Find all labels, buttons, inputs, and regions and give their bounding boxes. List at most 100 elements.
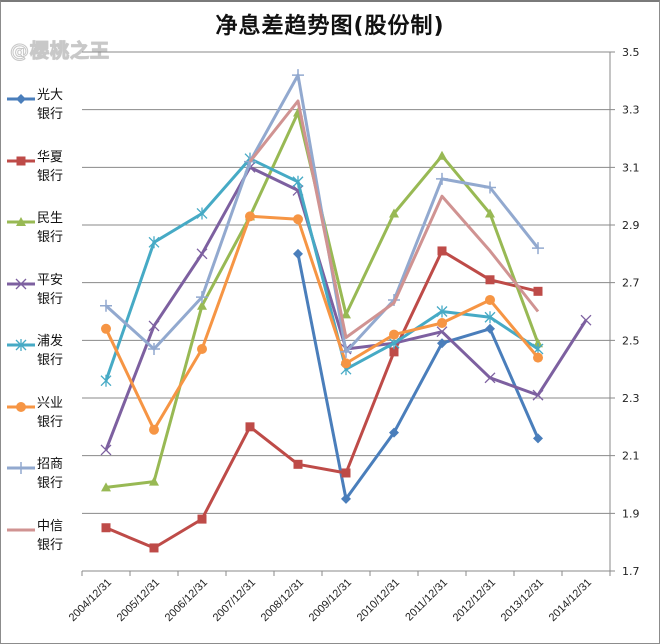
x-tick-label: 2012/12/31 bbox=[451, 577, 498, 624]
data-point-marker bbox=[437, 338, 447, 349]
legend-label-line: 银行 bbox=[37, 107, 64, 122]
data-point-marker bbox=[293, 459, 303, 469]
data-point-marker bbox=[532, 242, 544, 255]
data-point-marker bbox=[340, 345, 352, 358]
data-point-marker bbox=[16, 217, 26, 226]
x-tick-label: 2008/12/31 bbox=[259, 577, 306, 624]
legend-label-line: 光大 bbox=[37, 88, 64, 103]
data-point-marker bbox=[389, 208, 399, 218]
series-line bbox=[105, 249, 539, 550]
legend-item: 招商 银行 bbox=[0, 457, 80, 507]
series-1 bbox=[101, 246, 543, 553]
legend-item: 平安 银行 bbox=[0, 273, 80, 323]
data-point-marker bbox=[484, 311, 496, 324]
legend-label-line: 银行 bbox=[37, 353, 64, 368]
data-point-marker bbox=[532, 389, 544, 401]
x-tick-label: 2005/12/31 bbox=[115, 577, 162, 624]
data-point-marker bbox=[196, 248, 208, 260]
legend-label-line: 平安 bbox=[37, 272, 64, 288]
legend-item: 浦发 银行 bbox=[0, 334, 80, 384]
legend-swatch-icon bbox=[7, 156, 35, 165]
x-tick-label: 2010/12/31 bbox=[355, 577, 402, 624]
data-point-marker bbox=[149, 476, 159, 486]
series-2 bbox=[101, 107, 543, 492]
legend-item: 民生 银行 bbox=[0, 211, 80, 261]
data-point-marker bbox=[100, 299, 112, 312]
legend-swatch-icon bbox=[7, 401, 35, 412]
legend-swatch-icon bbox=[7, 217, 35, 226]
legend-swatch-icon bbox=[7, 462, 35, 474]
legend-item: 中信 银行 bbox=[0, 519, 80, 569]
legend-label-line: 华夏 bbox=[37, 149, 64, 165]
data-point-marker bbox=[148, 320, 160, 332]
data-point-marker bbox=[484, 181, 496, 194]
data-point-marker bbox=[436, 172, 448, 185]
data-point-marker bbox=[485, 208, 495, 218]
legend-item: 兴业 银行 bbox=[0, 396, 80, 446]
data-point-marker bbox=[101, 523, 111, 533]
data-point-marker bbox=[293, 214, 303, 225]
data-point-marker bbox=[197, 300, 207, 310]
data-point-marker bbox=[148, 342, 160, 355]
data-point-marker bbox=[197, 514, 207, 524]
series-5 bbox=[101, 211, 543, 435]
data-point-marker bbox=[101, 323, 111, 334]
data-point-marker bbox=[341, 309, 351, 319]
legend-label: 平安 银行 bbox=[37, 271, 73, 309]
data-point-marker bbox=[437, 246, 447, 256]
data-point-marker bbox=[15, 278, 27, 289]
data-point-marker bbox=[533, 338, 543, 348]
series-0 bbox=[293, 248, 543, 504]
data-point-marker bbox=[389, 347, 399, 357]
data-point-marker bbox=[292, 175, 304, 188]
chart-title: 净息差趋势图(股份制) bbox=[215, 14, 445, 39]
legend-label: 浦发 银行 bbox=[37, 332, 73, 370]
axes: 3.5 3.3 3.1 2.9 2.7 2.5 2.3 2.1 1.9 1.7 2004/12/31… bbox=[67, 46, 640, 624]
data-point-marker bbox=[485, 323, 495, 334]
data-point-marker bbox=[389, 329, 399, 340]
data-point-marker bbox=[149, 543, 159, 553]
legend-label: 中信 银行 bbox=[37, 517, 73, 555]
legend-label: 兴业 银行 bbox=[37, 394, 73, 432]
legend-label: 光大 银行 bbox=[37, 86, 73, 124]
data-point-marker bbox=[100, 374, 112, 387]
y-tick-label: 3.3 bbox=[622, 104, 640, 117]
legend-label-line: 兴业 bbox=[37, 395, 64, 411]
legend-item: 华夏 银行 bbox=[0, 150, 80, 200]
data-point-marker bbox=[341, 493, 351, 504]
data-point-marker bbox=[100, 444, 112, 456]
legend-item: 光大 银行 bbox=[0, 88, 80, 138]
data-point-marker bbox=[101, 482, 111, 492]
data-point-marker bbox=[485, 275, 495, 285]
x-tick-label: 2007/12/31 bbox=[211, 577, 258, 624]
data-point-marker bbox=[533, 352, 543, 363]
data-point-marker bbox=[196, 207, 208, 220]
data-point-marker bbox=[292, 69, 304, 82]
legend-label: 民生 银行 bbox=[37, 209, 73, 247]
x-tick-label: 2009/12/31 bbox=[307, 577, 354, 624]
data-point-marker bbox=[293, 248, 303, 259]
y-tick-label: 1.7 bbox=[622, 565, 640, 578]
data-point-marker bbox=[533, 433, 543, 444]
data-point-marker bbox=[149, 424, 159, 435]
data-point-marker bbox=[15, 462, 27, 474]
y-tick-label: 3.5 bbox=[622, 46, 640, 59]
legend-label-line: 银行 bbox=[37, 168, 64, 184]
data-point-marker bbox=[16, 94, 26, 104]
y-tick-label: 2.3 bbox=[622, 392, 640, 405]
series-line bbox=[104, 214, 540, 432]
legend-swatch-icon bbox=[7, 339, 35, 351]
x-tick-label: 2004/12/31 bbox=[67, 577, 114, 624]
y-tick-label: 2.9 bbox=[622, 219, 640, 232]
series-4 bbox=[100, 152, 544, 387]
legend-label-line: 银行 bbox=[37, 537, 64, 553]
data-point-marker bbox=[389, 427, 399, 438]
legend-swatch-icon bbox=[7, 528, 35, 531]
data-point-marker bbox=[437, 150, 447, 160]
data-point-marker bbox=[436, 305, 448, 318]
y-tick-label: 2.7 bbox=[622, 277, 640, 290]
data-point-marker bbox=[484, 372, 496, 384]
legend-label-line: 民生 bbox=[37, 211, 64, 226]
legend-label-line: 银行 bbox=[37, 230, 64, 245]
